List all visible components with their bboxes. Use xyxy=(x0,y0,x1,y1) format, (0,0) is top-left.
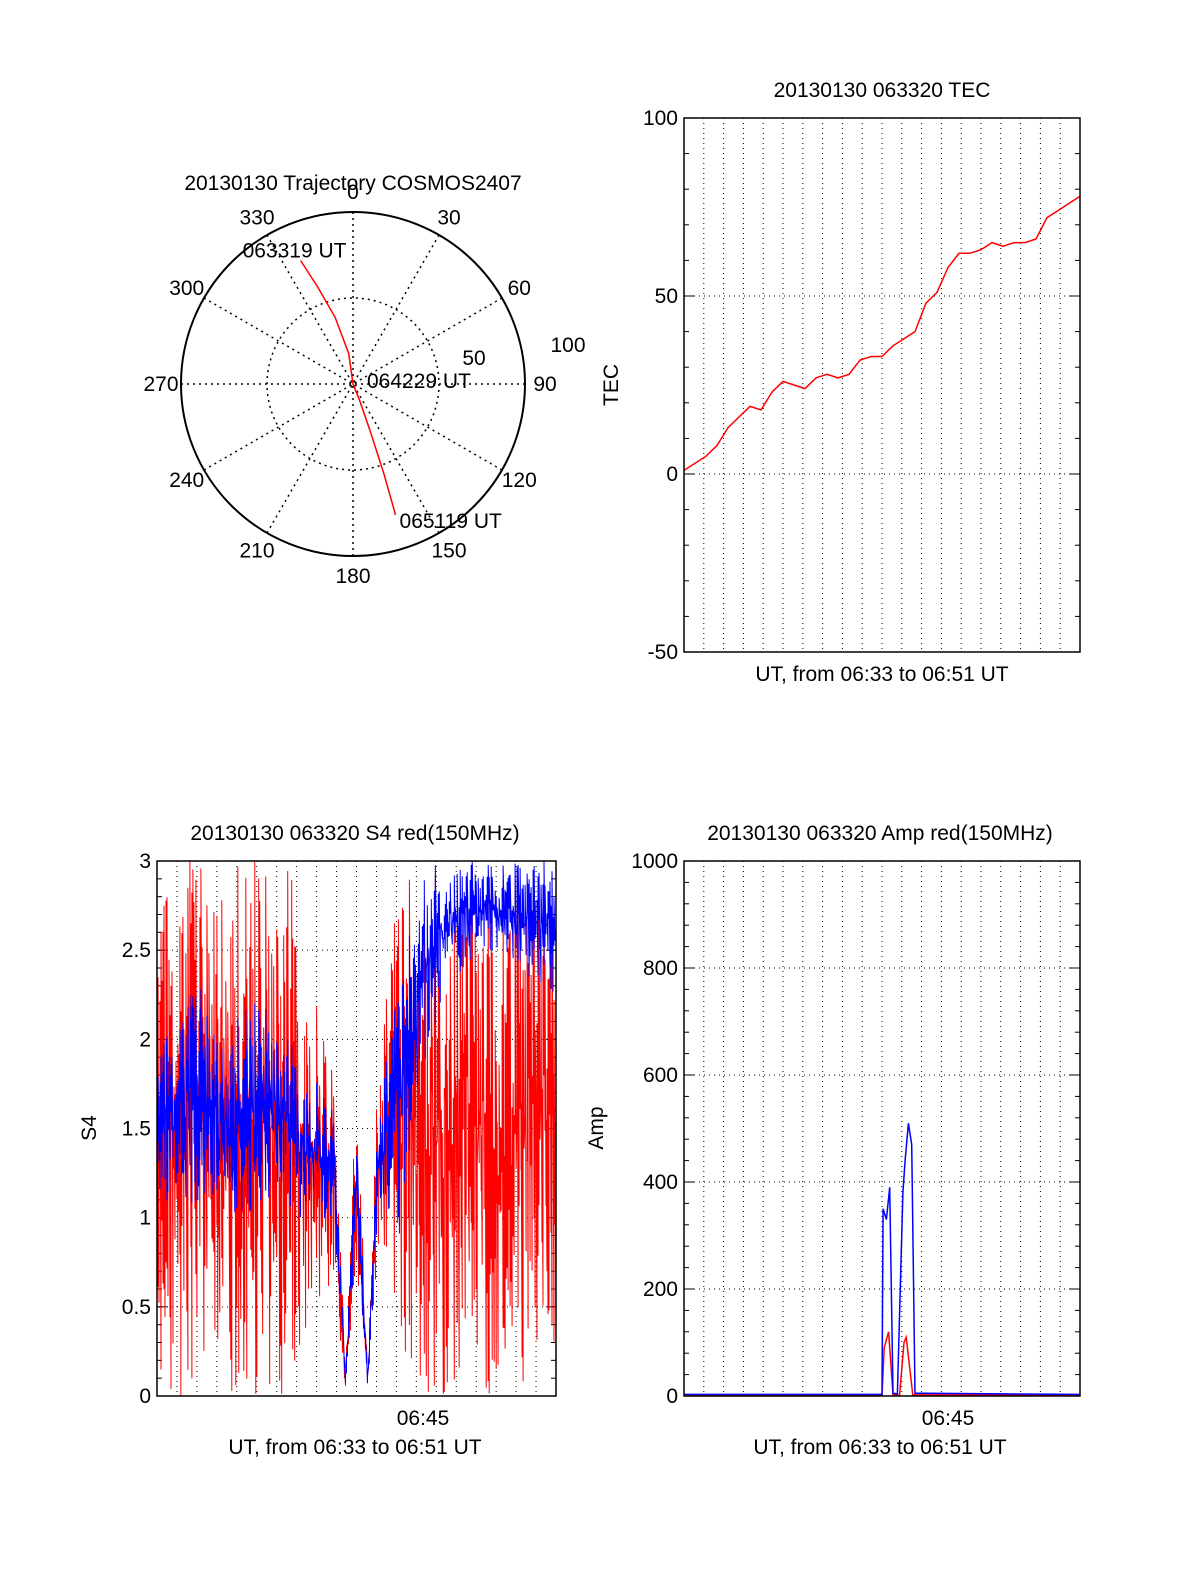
polar-angle-tick-label: 180 xyxy=(335,565,370,588)
polar-angle-tick-label: 30 xyxy=(437,207,460,230)
y-tick-label: 50 xyxy=(655,285,678,308)
y-tick-label: 400 xyxy=(643,1171,678,1194)
amp-title: 20130130 063320 Amp red(150MHz) xyxy=(707,822,1053,845)
polar-angle-tick-label: 0 xyxy=(347,181,359,204)
y-tick-label: 0 xyxy=(666,1385,678,1408)
polar-radial-tick-label: 50 xyxy=(462,347,485,370)
x-tick-label: 06:45 xyxy=(922,1407,975,1430)
polar-trajectory xyxy=(299,260,397,516)
series-line xyxy=(156,861,557,1384)
plot-frame xyxy=(683,860,1081,1397)
y-tick-label: 3 xyxy=(139,850,151,873)
polar-angle-tick-label: 330 xyxy=(239,207,274,230)
tec-title: 20130130 063320 TEC xyxy=(774,79,991,102)
s4-y-label: S4 xyxy=(78,1115,101,1141)
tec-plot: 20130130 063320 TEC UT, from 06:33 to 06… xyxy=(600,79,1081,686)
amp-y-label: Amp xyxy=(585,1106,608,1149)
polar-radial-ticks: 50 100 xyxy=(462,334,585,370)
y-tick-label: -50 xyxy=(648,641,678,664)
series-line xyxy=(684,1123,1081,1396)
polar-angle-tick-label: 60 xyxy=(508,277,531,300)
y-tick-label: 1 xyxy=(139,1207,151,1230)
plot-frame xyxy=(683,117,1081,653)
amp-plot: 20130130 063320 Amp red(150MHz) UT, from… xyxy=(585,822,1081,1459)
y-tick-label: 800 xyxy=(643,957,678,980)
series-line xyxy=(684,1331,1080,1396)
series-line xyxy=(156,860,557,1396)
polar-grid xyxy=(180,211,526,557)
y-tick-label: 0 xyxy=(666,463,678,486)
polar-angle-tick-label: 150 xyxy=(431,539,466,562)
y-tick-label: 0.5 xyxy=(122,1296,151,1319)
y-tick-label: 600 xyxy=(643,1064,678,1087)
polar-angle-tick-label: 240 xyxy=(169,469,204,492)
tec-x-label: UT, from 06:33 to 06:51 UT xyxy=(755,663,1008,686)
polar-annotation: 065119 UT xyxy=(400,510,503,533)
polar-title: 20130130 Trajectory COSMOS2407 xyxy=(184,172,521,195)
polar-radial-tick-label: 100 xyxy=(550,334,585,357)
s4-x-label: UT, from 06:33 to 06:51 UT xyxy=(228,1436,481,1459)
y-tick-label: 2 xyxy=(139,1028,151,1051)
s4-title: 20130130 063320 S4 red(150MHz) xyxy=(190,822,519,845)
y-tick-label: 2.5 xyxy=(122,939,151,962)
polar-trajectory-plot: 20130130 Trajectory COSMOS2407 0 30 60 90 12… xyxy=(143,172,585,588)
y-tick-label: 100 xyxy=(643,107,678,130)
y-tick-label: 200 xyxy=(643,1278,678,1301)
polar-annotation: 064229 UT xyxy=(367,370,471,393)
polar-angle-tick-label: 120 xyxy=(502,469,537,492)
polar-annotation: 063319 UT xyxy=(243,240,347,263)
s4-plot: 20130130 063320 S4 red(150MHz) UT, from … xyxy=(78,822,557,1459)
tec-y-label: TEC xyxy=(600,364,623,406)
y-tick-label: 1000 xyxy=(631,850,678,873)
polar-trajectory-line xyxy=(299,260,397,516)
polar-angle-ticks: 0 30 60 90 120 150 180 210 240 270 300 330 xyxy=(143,181,556,588)
x-tick-label: 06:45 xyxy=(397,1407,450,1430)
y-tick-label: 1.5 xyxy=(122,1118,151,1141)
series-line xyxy=(683,195,1081,472)
polar-angle-tick-label: 210 xyxy=(239,539,274,562)
polar-angle-tick-label: 300 xyxy=(169,277,204,300)
polar-annotations: 063319 UT 064229 UT 065119 UT xyxy=(243,240,502,533)
y-tick-label: 0 xyxy=(139,1385,151,1408)
plot-frame xyxy=(156,860,557,1397)
amp-x-label: UT, from 06:33 to 06:51 UT xyxy=(753,1436,1006,1459)
polar-angle-tick-label: 90 xyxy=(533,373,556,396)
polar-angle-tick-label: 270 xyxy=(143,373,178,396)
